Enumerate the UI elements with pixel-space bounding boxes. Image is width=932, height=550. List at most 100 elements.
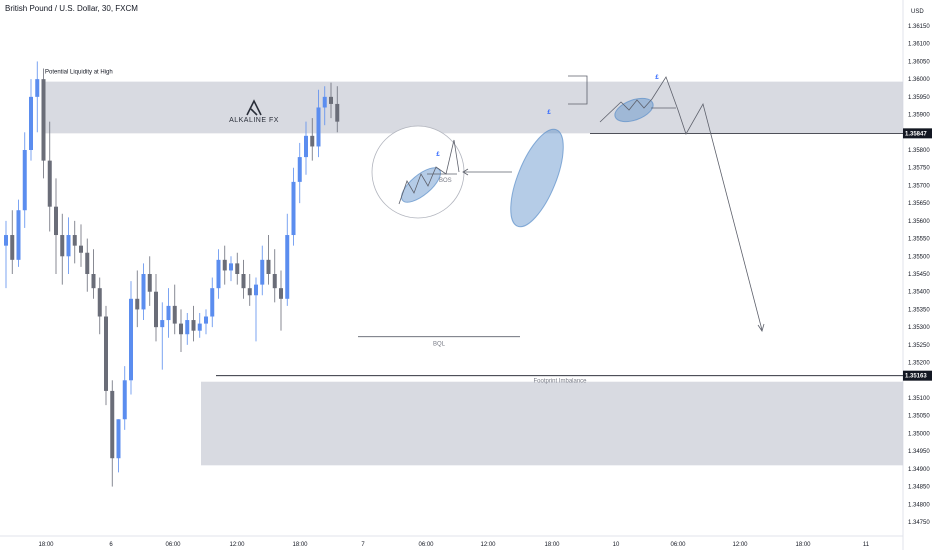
candle-body-14 (91, 274, 96, 289)
candle-body-17 (110, 390, 115, 459)
y-tick-13: 1.35500 (908, 254, 930, 260)
candle-body-13 (85, 252, 90, 274)
x-tick-12: 18:00 (795, 542, 811, 548)
candle-body-1 (10, 235, 15, 260)
pound-left: £ (547, 110, 551, 116)
candle-body-29 (185, 320, 190, 335)
y-tick-24: 1.34950 (908, 449, 930, 455)
overlays: BQL BOS £ £ £ ALKALINE FX (216, 75, 903, 377)
candles (4, 61, 340, 487)
price-tag-0 (903, 128, 932, 139)
candle-body-15 (97, 288, 102, 317)
candle-body-2 (16, 210, 21, 260)
chart-title: British Pound / U.S. Dollar, 30, FXCM (5, 4, 138, 13)
y-tick-16: 1.35350 (908, 307, 930, 313)
candle-body-43 (272, 274, 277, 289)
zoom-path (398, 139, 460, 205)
y-tick-14: 1.35450 (908, 272, 930, 278)
y-tick-26: 1.34850 (908, 485, 930, 491)
zoom-pound: £ (436, 152, 440, 158)
candle-body-48 (304, 135, 308, 158)
candle-body-23 (147, 274, 152, 292)
logo-mark (246, 99, 262, 116)
price-tag-1 (903, 370, 932, 381)
candle-body-26 (166, 305, 171, 321)
candle-body-25 (160, 320, 165, 328)
candle-body-33 (210, 288, 215, 317)
projection-path (599, 76, 763, 331)
x-tick-5: 7 (361, 542, 365, 548)
zone-0 (42, 81, 903, 134)
y-tick-0: 1.36150 (908, 24, 930, 30)
logo-text: ALKALINE FX (229, 117, 279, 124)
ellipse-impulse (510, 128, 564, 228)
y-tick-3: 1.36000 (908, 77, 930, 83)
y-tick-5: 1.35900 (908, 113, 930, 119)
x-tick-1: 6 (109, 542, 113, 548)
x-tick-8: 18:00 (544, 542, 560, 548)
x-tick-6: 06:00 (418, 542, 434, 548)
candle-body-50 (316, 107, 321, 147)
y-tick-7: 1.35800 (908, 148, 930, 154)
candle-body-47 (297, 157, 302, 182)
logo-mark-bar (250, 108, 258, 116)
candle-body-36 (229, 263, 233, 271)
zone-label-imbalance: Footprint Imbalance (533, 379, 587, 385)
candle-body-0 (4, 235, 8, 246)
candle-body-42 (266, 259, 271, 274)
candle-body-5 (35, 79, 40, 97)
y-tick-11: 1.35600 (908, 219, 930, 225)
candle-body-21 (135, 298, 140, 310)
candle-body-44 (279, 288, 283, 299)
x-tick-4: 18:00 (292, 542, 308, 548)
candle-body-41 (260, 259, 265, 285)
candle-body-35 (222, 259, 227, 271)
projection-arrow-head (757, 323, 765, 332)
x-tick-9: 10 (613, 542, 620, 548)
candle-body-8 (54, 206, 58, 236)
y-tick-15: 1.35400 (908, 290, 930, 296)
price-tag-label-1: 1.35163 (905, 374, 927, 380)
y-tick-2: 1.36050 (908, 59, 930, 65)
y-tick-1: 1.36100 (908, 42, 930, 48)
candle-body-39 (247, 288, 252, 296)
x-tick-3: 12:00 (229, 542, 245, 548)
candle-body-32 (204, 316, 208, 324)
y-axis: 1.36150 1.36100 1.36050 1.36000 1.35950 1.359… (903, 9, 932, 526)
y-tick-25: 1.34900 (908, 467, 930, 473)
zoom-circle (371, 125, 465, 219)
y-tick-9: 1.35700 (908, 183, 930, 189)
x-tick-13: 11 (863, 542, 870, 548)
high-bracket (568, 75, 588, 105)
y-tick-4: 1.35950 (908, 95, 930, 101)
candle-body-28 (179, 323, 183, 335)
bos-label: BOS (439, 178, 452, 184)
candle-body-6 (41, 79, 46, 161)
y-tick-19: 1.35200 (908, 361, 930, 367)
y-tick-21: 1.35100 (908, 396, 930, 402)
y-currency-label: USD (911, 9, 924, 15)
bql-label: BQL (433, 342, 446, 348)
y-tick-8: 1.35750 (908, 166, 930, 172)
candle-body-19 (122, 380, 127, 420)
candle-body-22 (141, 274, 146, 310)
zones: Potential Liquidity at High Footprint Imb… (42, 70, 903, 466)
candle-body-38 (241, 274, 246, 289)
candle-body-7 (47, 160, 52, 207)
candle-body-40 (254, 284, 258, 296)
candle-body-49 (310, 135, 315, 147)
candle-body-9 (60, 235, 65, 257)
candle-body-20 (129, 298, 133, 381)
y-tick-12: 1.35550 (908, 237, 930, 243)
candle-body-46 (291, 181, 296, 236)
pound-right: £ (655, 75, 659, 81)
y-tick-10: 1.35650 (908, 201, 930, 207)
x-tick-7: 12:00 (480, 542, 496, 548)
x-tick-10: 06:00 (670, 542, 686, 548)
x-axis: 18:00 6 06:00 12:00 18:00 7 06:00 12:00 18:00 10 0… (38, 542, 869, 548)
y-tick-22: 1.35050 (908, 414, 930, 420)
candle-body-12 (79, 245, 83, 253)
candle-body-37 (235, 263, 240, 274)
candle-body-16 (104, 316, 108, 391)
